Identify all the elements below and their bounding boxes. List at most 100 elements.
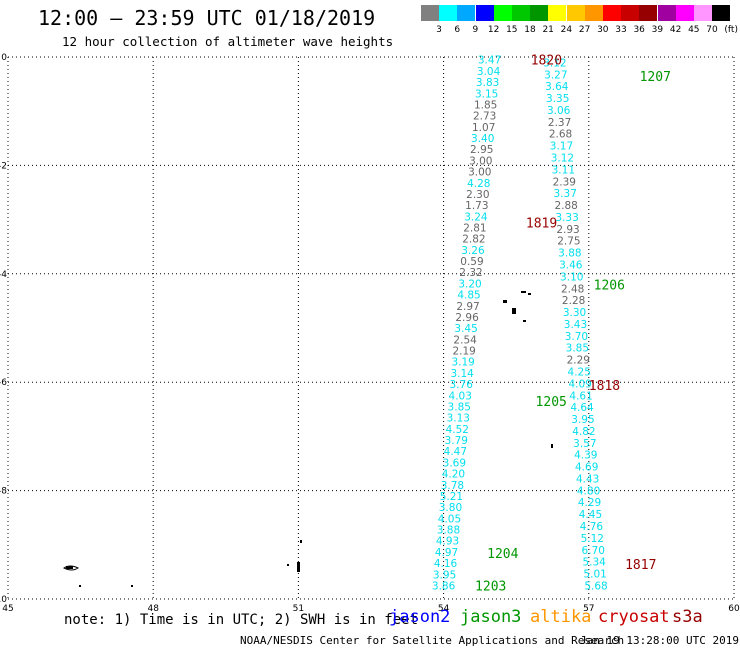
wave-height-value: 3.57 (573, 438, 596, 450)
lon-tick-label: 48 (147, 604, 159, 614)
island-shape (66, 566, 73, 569)
wave-height-value: 2.32 (459, 267, 482, 279)
pass-time-label: 1207 (640, 70, 671, 85)
lat-tick-label: -8 (0, 487, 7, 497)
island-shape (523, 320, 526, 322)
island-shape (512, 308, 516, 314)
wave-height-value: 3.19 (451, 357, 474, 369)
wave-height-value: 6.70 (582, 545, 605, 557)
wave-height-value: 4.97 (435, 547, 458, 559)
wave-height-value: 4.80 (577, 485, 600, 497)
legend-label: 45 (688, 25, 700, 35)
legend-label: 24 (560, 25, 573, 35)
legend-swatch (675, 5, 694, 21)
wave-height-value: 2.37 (548, 117, 571, 129)
pass-time-label: 1818 (589, 379, 620, 394)
wave-height-value: 2.29 (567, 355, 590, 367)
wave-height-value: 2.68 (549, 129, 572, 141)
page-title: 12:00 – 23:59 UTC 01/18/2019 (38, 6, 376, 30)
wave-height-value: 3.26 (461, 245, 485, 257)
wave-height-value: 2.93 (556, 224, 579, 236)
wave-height-value: 3.27 (544, 69, 567, 81)
legend-label: 42 (669, 25, 682, 35)
legend-label: 15 (506, 25, 518, 35)
wave-height-value: 2.28 (562, 295, 585, 307)
wave-height-value: 3.80 (439, 502, 462, 514)
wave-height-value: 2.88 (554, 200, 577, 212)
wave-height-value: 2.73 (473, 111, 496, 123)
wave-height-value: 3.64 (545, 81, 569, 93)
wave-height-value: 0.59 (460, 256, 483, 268)
legend-label: 70 (706, 25, 718, 35)
island-shape (503, 300, 507, 303)
wave-height-value: 2.54 (453, 334, 477, 346)
wave-height-value: 2.75 (557, 236, 580, 248)
island-shape (551, 444, 553, 448)
wave-height-value: 4.29 (578, 497, 601, 509)
wave-height-value: 3.17 (550, 141, 573, 153)
wave-height-value: 4.85 (457, 290, 480, 302)
note-text: note: 1) Time is in UTC; 2) SWH is in fe… (64, 612, 419, 628)
legend-label: 12 (487, 25, 500, 35)
wave-height-value: 3.37 (554, 188, 577, 200)
wave-height-value: 4.25 (568, 366, 591, 378)
wave-height-value: 3.20 (458, 278, 481, 290)
island-shape (297, 562, 300, 572)
wave-height-value: 3.95 (433, 569, 456, 581)
wave-height-value: 1.73 (465, 200, 488, 212)
legend-label: 3 (436, 25, 442, 35)
wave-height-value: 5.68 (584, 580, 607, 592)
legend-swatch (603, 5, 621, 21)
wave-height-value: 5.01 (583, 569, 606, 581)
island-shape (131, 585, 133, 587)
satellite-name: altika (530, 607, 592, 627)
lat-tick-label: -2 (0, 161, 7, 171)
legend-swatch (657, 5, 676, 21)
wave-height-value: 4.09 (568, 378, 591, 390)
wave-height-value: 3.78 (441, 480, 464, 492)
legend-swatch (493, 5, 512, 21)
wave-height-value: 1.07 (472, 122, 495, 134)
lon-tick-label: 54 (438, 604, 450, 614)
wave-height-value: 3.04 (477, 66, 501, 78)
wave-height-value: 2.39 (553, 176, 576, 188)
wave-height-value: 3.46 (559, 259, 583, 271)
wave-height-value: 4.47 (444, 446, 467, 458)
satellite-name: jason3 (460, 607, 522, 627)
legend-unit: (ft) (724, 25, 738, 35)
legend-label: 27 (578, 25, 591, 35)
wave-height-value: 3.79 (445, 435, 468, 447)
wave-height-value: 3.40 (471, 133, 494, 145)
legend-swatch (566, 5, 585, 21)
wave-height-value: 3.13 (447, 413, 470, 425)
wave-height-value: 3.35 (546, 93, 569, 105)
lon-tick-label: 51 (293, 604, 304, 614)
legend-swatch (439, 5, 458, 21)
timestamp-text: Jan 19 13:28:00 UTC 2019 (580, 634, 739, 647)
wave-height-value: 3.11 (552, 164, 575, 176)
wave-height-value: 3.95 (571, 414, 594, 426)
wave-height-value: 3.15 (475, 88, 498, 100)
wave-height-value: 4.52 (446, 424, 469, 436)
wave-height-value: 4.76 (580, 521, 604, 533)
lon-tick-label: 45 (2, 604, 13, 614)
wave-height-value: 4.16 (434, 558, 458, 570)
wave-height-value: 4.20 (442, 469, 465, 481)
satellite-name: cryosat (598, 607, 670, 627)
pass-time-label: 1204 (487, 547, 518, 562)
wave-height-value: 3.85 (448, 401, 471, 413)
wave-height-value: 3.06 (547, 105, 571, 117)
island-shape (521, 291, 526, 293)
wave-height-value: 3.12 (551, 153, 574, 165)
wave-height-value: 4.39 (574, 450, 597, 462)
wave-height-value: 3.14 (450, 368, 474, 380)
wave-height-value: 2.96 (455, 312, 479, 324)
wave-height-value: 3.76 (450, 379, 474, 391)
legend-label: 30 (597, 25, 609, 35)
legend-label: 9 (472, 25, 479, 35)
wave-height-value: 3.43 (564, 319, 587, 331)
legend-swatch (621, 5, 640, 21)
page-subtitle: 12 hour collection of altimeter wave hei… (62, 34, 394, 49)
island-shape (287, 564, 289, 566)
